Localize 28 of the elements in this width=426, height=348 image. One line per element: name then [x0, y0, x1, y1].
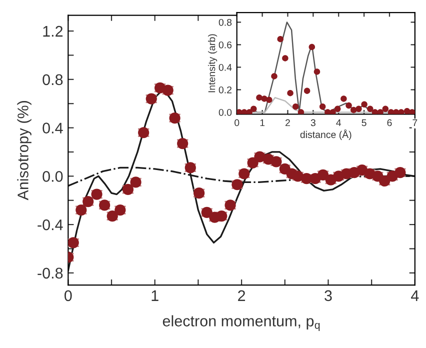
x-axis-title: distance (Å) — [300, 129, 352, 140]
y-tick-label: -0.8 — [38, 268, 63, 279]
x-tick-label: 2 — [238, 290, 246, 301]
y-tick-label: 0.4 — [218, 64, 232, 71]
x-tick-label: 4 — [336, 119, 342, 126]
x-tick-label: 3 — [310, 119, 316, 126]
x-tick-label: 1 — [260, 119, 265, 126]
y-tick-label: 0.8 — [42, 74, 63, 86]
y-tick-label: -0.4 — [38, 219, 63, 230]
x-tick-label: 7 — [412, 119, 418, 126]
x-tick-label: 3 — [324, 290, 332, 302]
y-tick-label: 0.8 — [218, 18, 232, 26]
x-tick-label: 2 — [286, 119, 290, 126]
y-tick-label: 0.2 — [218, 86, 232, 94]
x-tick-label: 0 — [234, 119, 240, 126]
y-tick-label: 0.4 — [42, 122, 63, 134]
y-tick-label: 0.0 — [42, 171, 63, 182]
y-tick-label: 0.6 — [218, 41, 232, 48]
x-tick-label: 0 — [64, 290, 72, 302]
x-tick-label: 5 — [362, 119, 366, 126]
x-tick-label: 1 — [152, 290, 158, 301]
y-tick-label: 1.2 — [43, 26, 63, 37]
y-tick-label: 0.0 — [218, 108, 232, 116]
x-axis-title: electron momentum, p$_{q}$ — [162, 315, 320, 331]
y-axis-title: Anisotropy (%) — [17, 101, 32, 200]
x-tick-label: 6 — [387, 119, 392, 126]
x-tick-label: 4 — [411, 290, 419, 301]
y-axis-title: Intensity (arb) — [208, 34, 218, 92]
